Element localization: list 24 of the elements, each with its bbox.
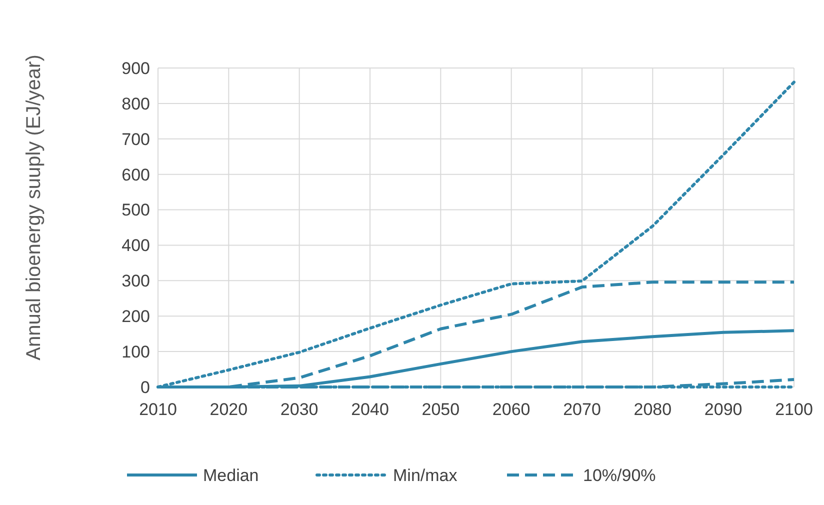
y-tick-label: 500 [122, 200, 150, 220]
x-tick-label: 2040 [351, 400, 389, 419]
y-tick-label: 400 [122, 236, 150, 256]
legend-label: Median [203, 466, 259, 485]
y-tick-label: 0 [140, 378, 150, 397]
y-tick-label: 700 [122, 130, 150, 149]
x-tick-label: 2070 [563, 400, 601, 419]
y-tick-label: 200 [122, 307, 150, 326]
x-tick-label: 2100 [775, 400, 813, 419]
y-axis-title: Annual bioenergy suuply (EJ/year) [23, 54, 45, 360]
legend-label: Min/max [393, 466, 458, 485]
x-tick-label: 2030 [280, 400, 318, 419]
x-tick-label: 2020 [210, 400, 248, 419]
legend-label: 10%/90% [583, 466, 656, 485]
x-tick-label: 2010 [139, 400, 177, 419]
y-tick-label: 300 [122, 272, 150, 291]
x-tick-label: 2050 [422, 400, 460, 419]
y-tick-label: 600 [122, 165, 150, 184]
y-tick-label: 100 [122, 342, 150, 362]
x-tick-label: 2090 [704, 400, 742, 419]
x-tick-label: 2080 [634, 400, 672, 419]
y-tick-label: 800 [122, 94, 150, 114]
y-tick-label: 900 [122, 58, 150, 78]
x-tick-label: 2060 [492, 400, 530, 419]
